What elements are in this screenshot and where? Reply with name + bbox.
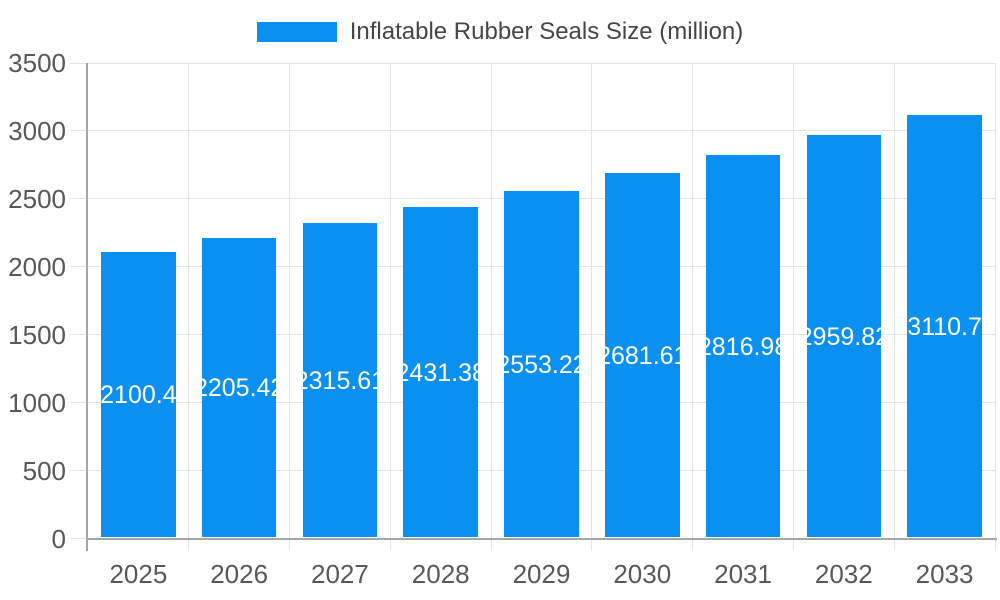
x-gridline xyxy=(591,63,593,551)
x-axis-label: 2032 xyxy=(814,558,873,589)
y-axis-line xyxy=(86,63,88,551)
x-axis-label: 2025 xyxy=(109,558,168,589)
bar[interactable] xyxy=(504,190,579,538)
bar[interactable] xyxy=(101,252,176,538)
bar[interactable] xyxy=(604,173,680,538)
legend-label: Inflatable Rubber Seals Size (million) xyxy=(349,18,744,45)
y-axis-label: 3500 xyxy=(8,48,66,78)
x-axis-label: 2031 xyxy=(714,558,772,589)
bar[interactable] xyxy=(302,222,378,538)
x-gridline xyxy=(792,63,794,551)
bar[interactable] xyxy=(403,207,478,538)
bar-value-label: 2959.82 xyxy=(798,322,890,351)
bar-value-label: 2205.42 xyxy=(193,374,285,403)
legend-swatch xyxy=(256,22,337,42)
bar[interactable] xyxy=(201,237,277,538)
x-gridline xyxy=(994,63,996,551)
bar-value-label: 2431.38 xyxy=(395,358,486,387)
bar-value-label: 2553.22 xyxy=(496,350,587,379)
bar-value-label: 2315.61 xyxy=(294,366,386,395)
x-axis-label: 2028 xyxy=(411,558,470,589)
bar[interactable] xyxy=(806,135,882,538)
legend-item[interactable]: Inflatable Rubber Seals Size (million) xyxy=(256,18,744,46)
x-axis-label: 2030 xyxy=(613,558,672,589)
y-gridline xyxy=(70,62,995,64)
x-gridline xyxy=(289,63,291,551)
bar-value-label: 3110.7 xyxy=(907,312,982,341)
bar-value-label: 2100.4 xyxy=(100,381,177,410)
x-gridline xyxy=(692,63,694,551)
y-axis-label: 1000 xyxy=(8,387,66,418)
x-axis-label: 2027 xyxy=(311,558,369,589)
y-axis-label: 500 xyxy=(22,455,66,486)
y-axis-label: 0 xyxy=(51,523,66,554)
y-gridline xyxy=(70,130,995,132)
y-axis-label: 2000 xyxy=(8,251,66,282)
x-gridline xyxy=(188,63,190,551)
x-axis-line xyxy=(86,537,997,540)
x-axis-label: 2033 xyxy=(915,558,974,589)
bar[interactable] xyxy=(907,114,982,538)
x-axis-label: 2029 xyxy=(512,558,571,589)
bar-value-label: 2681.61 xyxy=(597,341,688,370)
bar[interactable] xyxy=(705,154,781,538)
y-axis-label: 2500 xyxy=(8,183,66,214)
bar-value-label: 2816.98 xyxy=(697,332,789,361)
chart-legend: Inflatable Rubber Seals Size (million) xyxy=(0,18,1000,46)
y-axis-label: 1500 xyxy=(8,319,66,350)
x-gridline xyxy=(389,63,391,551)
y-tick xyxy=(70,537,88,539)
y-axis-label: 3000 xyxy=(8,115,66,146)
x-gridline xyxy=(490,63,492,551)
x-gridline xyxy=(893,63,895,551)
x-axis-label: 2026 xyxy=(210,558,269,589)
